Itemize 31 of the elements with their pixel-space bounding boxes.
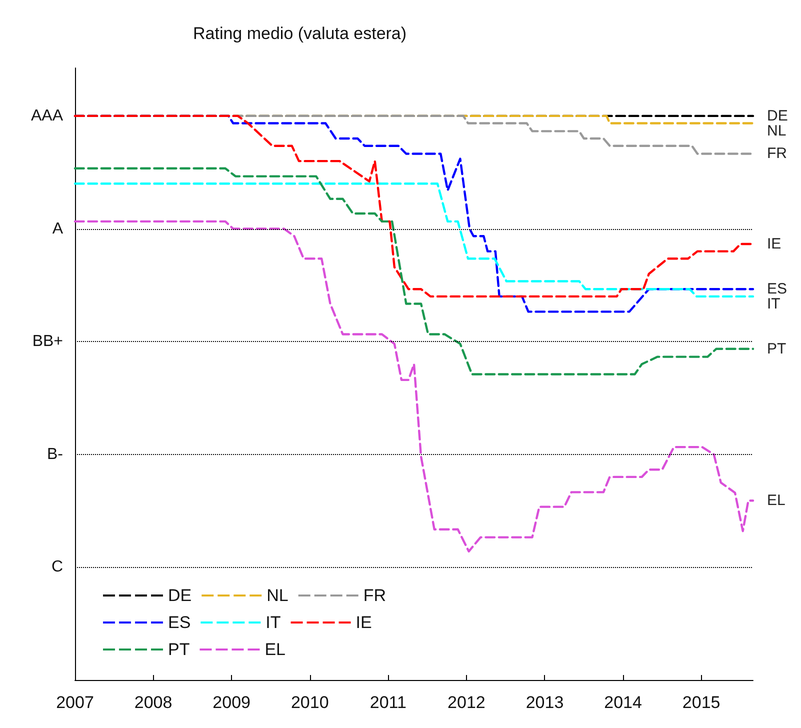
legend-label: IE bbox=[356, 613, 372, 632]
legend-label: NL bbox=[266, 586, 288, 605]
x-tick-label: 2007 bbox=[56, 693, 94, 712]
text: ES bbox=[767, 280, 788, 298]
x-tick-label: 2013 bbox=[526, 693, 564, 712]
legend-label: FR bbox=[363, 586, 386, 605]
legend-label: PT bbox=[168, 640, 190, 659]
ref-line-label: BB+ bbox=[32, 333, 63, 350]
text: EL bbox=[767, 492, 786, 510]
text: AAA bbox=[30, 107, 64, 124]
x-tick-label: 2011 bbox=[370, 693, 406, 712]
chart-title: Rating medio (valuta estera) bbox=[193, 24, 407, 43]
x-tick-label: 2014 bbox=[604, 693, 642, 712]
x-tick-label: 2012 bbox=[448, 693, 486, 712]
text: DE bbox=[767, 107, 788, 124]
text: PT bbox=[767, 340, 786, 358]
ref-line-label: A bbox=[52, 220, 64, 238]
legend-label: IT bbox=[266, 613, 281, 632]
text: FR bbox=[767, 145, 787, 162]
x-tick-label: 2009 bbox=[212, 693, 250, 712]
text: IE bbox=[767, 235, 782, 252]
x-tick-label: 2010 bbox=[290, 693, 329, 712]
legend-label: DE bbox=[168, 586, 192, 605]
legend-label: ES bbox=[168, 613, 191, 632]
x-tick-label: 2008 bbox=[134, 693, 172, 712]
x-tick-label: 2015 bbox=[682, 693, 720, 712]
ref-line-label: C bbox=[51, 558, 63, 576]
legend-label: EL bbox=[264, 640, 286, 659]
ref-line-label: B- bbox=[47, 446, 63, 463]
text: IT bbox=[767, 296, 780, 313]
text: NL bbox=[767, 122, 786, 140]
